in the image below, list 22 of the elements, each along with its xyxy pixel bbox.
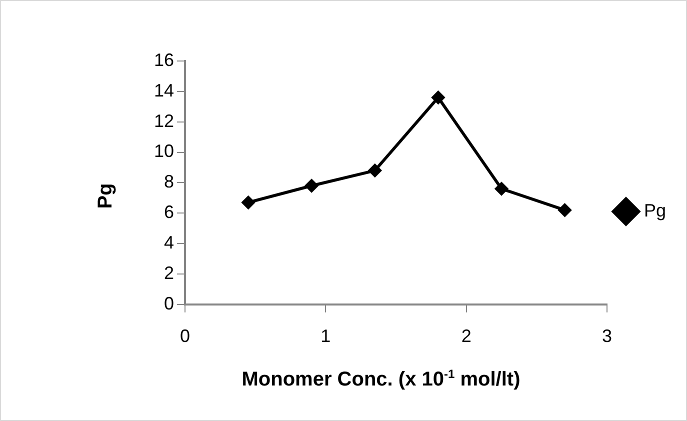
y-tick-label: 8: [164, 172, 174, 192]
y-tick-label: 2: [164, 262, 174, 283]
x-tick-label: 2: [461, 326, 472, 346]
point: [494, 182, 508, 196]
y-axis-title: Pg: [94, 183, 118, 209]
y-tick-label: 10: [154, 141, 174, 162]
y-tick-label: 14: [154, 80, 174, 100]
y-tick-label: 0: [164, 293, 174, 314]
point: [242, 196, 255, 209]
point: [432, 91, 445, 104]
x-tick-label: 3: [602, 326, 612, 346]
x-tick-label: 0: [180, 326, 190, 346]
y-tick-label: 12: [154, 110, 174, 131]
point: [368, 164, 382, 178]
y-tick-label: 16: [154, 50, 174, 70]
point: [558, 204, 572, 217]
x-tick-label: 1: [320, 326, 331, 346]
y-tick-label: 6: [164, 202, 174, 222]
y-tick-label: 4: [164, 232, 174, 253]
point: [305, 179, 318, 192]
legend-label: Pg: [644, 200, 666, 220]
x-axis-title: Monomer Conc. (x 10$^{-1}$ mol/lt): [240, 367, 522, 392]
